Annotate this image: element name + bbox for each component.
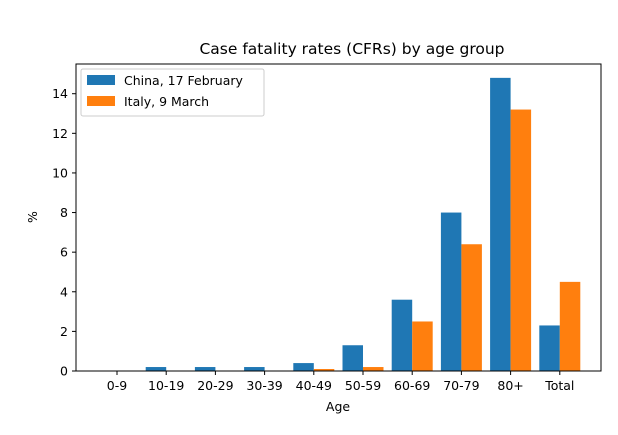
y-tick-label-6: 6 xyxy=(60,245,68,260)
plot-area xyxy=(145,77,581,372)
legend-label-italy: Italy, 9 March xyxy=(124,94,209,109)
bar-china-40-49 xyxy=(293,363,314,371)
y-axis: 0 2 4 6 8 10 12 14 xyxy=(52,86,76,379)
x-tick-label-30-39: 30-39 xyxy=(246,378,282,393)
axes-frame xyxy=(75,63,602,372)
chart-title: Case fatality rates (CFRs) by age group xyxy=(199,40,504,58)
bar-italy-50-59 xyxy=(363,367,384,371)
x-tick-label-80: 80+ xyxy=(497,378,523,393)
bar-italy-70-79 xyxy=(461,244,482,371)
legend-swatch-italy xyxy=(87,96,115,106)
bar-china-60-69 xyxy=(391,299,413,371)
y-tick-label-8: 8 xyxy=(60,205,68,220)
bar-italy-80 xyxy=(510,109,532,372)
bar-italy-40-49 xyxy=(313,369,335,371)
legend-frame xyxy=(80,68,265,117)
x-tick-label-70-79: 70-79 xyxy=(443,378,479,393)
x-tick-label-20-29: 20-29 xyxy=(197,378,233,393)
x-tick-label-60-69: 60-69 xyxy=(394,378,430,393)
y-tick-label-14: 14 xyxy=(52,86,68,101)
y-tick-label-12: 12 xyxy=(52,126,68,141)
x-axis: 0-9 10-19 20-29 30-39 40-49 50-59 60-69 70-79 80… xyxy=(107,371,574,393)
bar-china-total xyxy=(539,325,560,371)
bar-italy-60-69 xyxy=(412,321,433,371)
bar-china-20-29 xyxy=(194,367,216,371)
x-tick-label-50-59: 50-59 xyxy=(345,378,381,393)
bar-china-30-39 xyxy=(244,367,265,371)
bar-china-80 xyxy=(490,77,511,372)
y-tick-label-10: 10 xyxy=(52,165,68,180)
y-tick-label-4: 4 xyxy=(60,284,68,299)
y-tick-label-2: 2 xyxy=(60,324,68,339)
x-axis-label: Age xyxy=(326,399,350,414)
bar-china-10-19 xyxy=(145,367,167,371)
x-tick-label-10-19: 10-19 xyxy=(148,378,184,393)
bar-italy-total xyxy=(559,281,581,371)
y-axis-label: % xyxy=(25,211,40,223)
y-tick-label-0: 0 xyxy=(60,364,68,379)
x-tick-label-total: Total xyxy=(544,378,574,393)
bar-china-70-79 xyxy=(440,212,462,371)
x-tick-label-0-9: 0-9 xyxy=(107,378,127,393)
legend-label-china: China, 17 February xyxy=(124,73,244,88)
legend-swatch-china xyxy=(87,75,115,85)
legend: China, 17 February Italy, 9 March xyxy=(80,68,265,117)
x-tick-label-40-49: 40-49 xyxy=(296,378,332,393)
bar-china-50-59 xyxy=(342,345,363,371)
